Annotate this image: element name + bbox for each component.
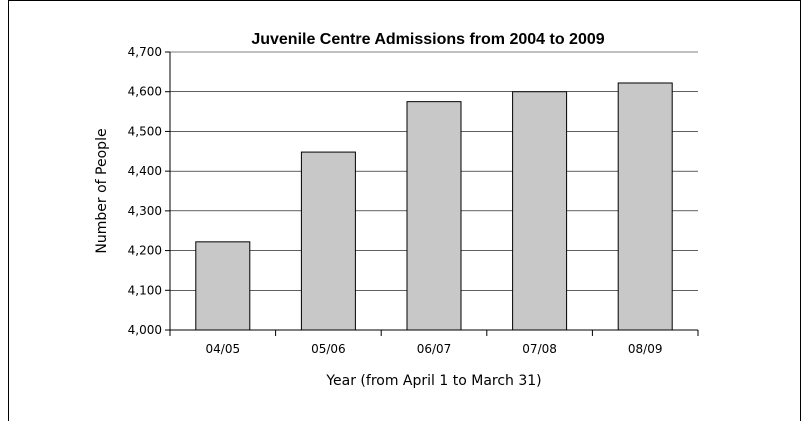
x-tick-label: 06/07 bbox=[417, 342, 452, 356]
chart-title: Juvenile Centre Admissions from 2004 to … bbox=[251, 31, 604, 48]
y-tick-label: 4,600 bbox=[128, 85, 162, 99]
y-tick-label: 4,700 bbox=[128, 45, 162, 59]
y-tick-label: 4,200 bbox=[128, 244, 162, 258]
y-tick-label: 4,100 bbox=[128, 283, 162, 297]
bar-04-05 bbox=[195, 241, 251, 331]
x-axis-title: Year (from April 1 to March 31) bbox=[325, 373, 541, 389]
bar-08-09 bbox=[617, 82, 673, 331]
bar-05-06 bbox=[300, 151, 356, 331]
y-tick-label: 4,300 bbox=[128, 204, 162, 218]
y-axis-title: Number of People bbox=[94, 128, 110, 253]
axes bbox=[165, 51, 699, 336]
bar-06-07 bbox=[406, 101, 462, 331]
y-tick-label: 4,500 bbox=[128, 124, 162, 138]
y-tick-label: 4,400 bbox=[128, 164, 162, 178]
x-tick-label: 08/09 bbox=[628, 342, 663, 356]
x-tick-labels: 04/05 05/06 06/07 07/08 08/09 bbox=[206, 342, 663, 356]
y-tick-label: 4,000 bbox=[128, 323, 162, 337]
x-tick-label: 07/08 bbox=[522, 342, 557, 356]
bar-07-08 bbox=[512, 91, 568, 331]
y-tick-labels: 4,000 4,100 4,200 4,300 4,400 4,500 4,600 4,700 bbox=[128, 45, 162, 337]
x-tick-label: 05/06 bbox=[311, 342, 346, 356]
x-tick-label: 04/05 bbox=[206, 342, 241, 356]
bars bbox=[195, 82, 673, 331]
